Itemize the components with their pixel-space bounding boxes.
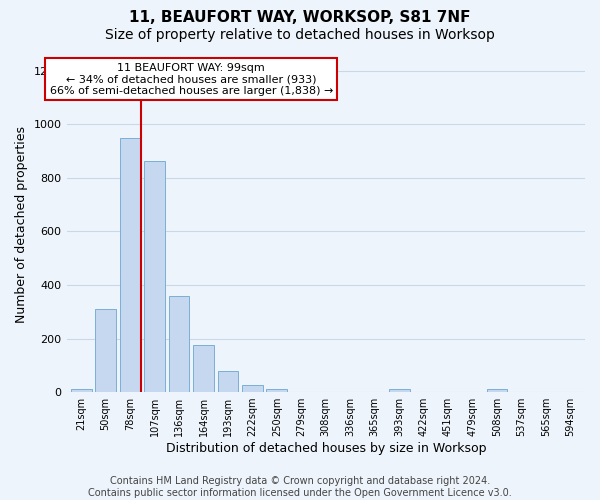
- Bar: [144, 160, 165, 392]
- Bar: [169, 296, 190, 392]
- Bar: [389, 390, 410, 392]
- X-axis label: Distribution of detached houses by size in Worksop: Distribution of detached houses by size …: [166, 442, 486, 455]
- Bar: [95, 309, 116, 392]
- Bar: [120, 138, 140, 392]
- Bar: [242, 386, 263, 392]
- Bar: [71, 390, 92, 392]
- Bar: [487, 390, 508, 392]
- Text: Contains HM Land Registry data © Crown copyright and database right 2024.
Contai: Contains HM Land Registry data © Crown c…: [88, 476, 512, 498]
- Text: Size of property relative to detached houses in Worksop: Size of property relative to detached ho…: [105, 28, 495, 42]
- Bar: [193, 345, 214, 392]
- Bar: [266, 389, 287, 392]
- Y-axis label: Number of detached properties: Number of detached properties: [15, 126, 28, 324]
- Text: 11 BEAUFORT WAY: 99sqm
← 34% of detached houses are smaller (933)
66% of semi-de: 11 BEAUFORT WAY: 99sqm ← 34% of detached…: [50, 63, 333, 96]
- Text: 11, BEAUFORT WAY, WORKSOP, S81 7NF: 11, BEAUFORT WAY, WORKSOP, S81 7NF: [129, 10, 471, 25]
- Bar: [218, 370, 238, 392]
